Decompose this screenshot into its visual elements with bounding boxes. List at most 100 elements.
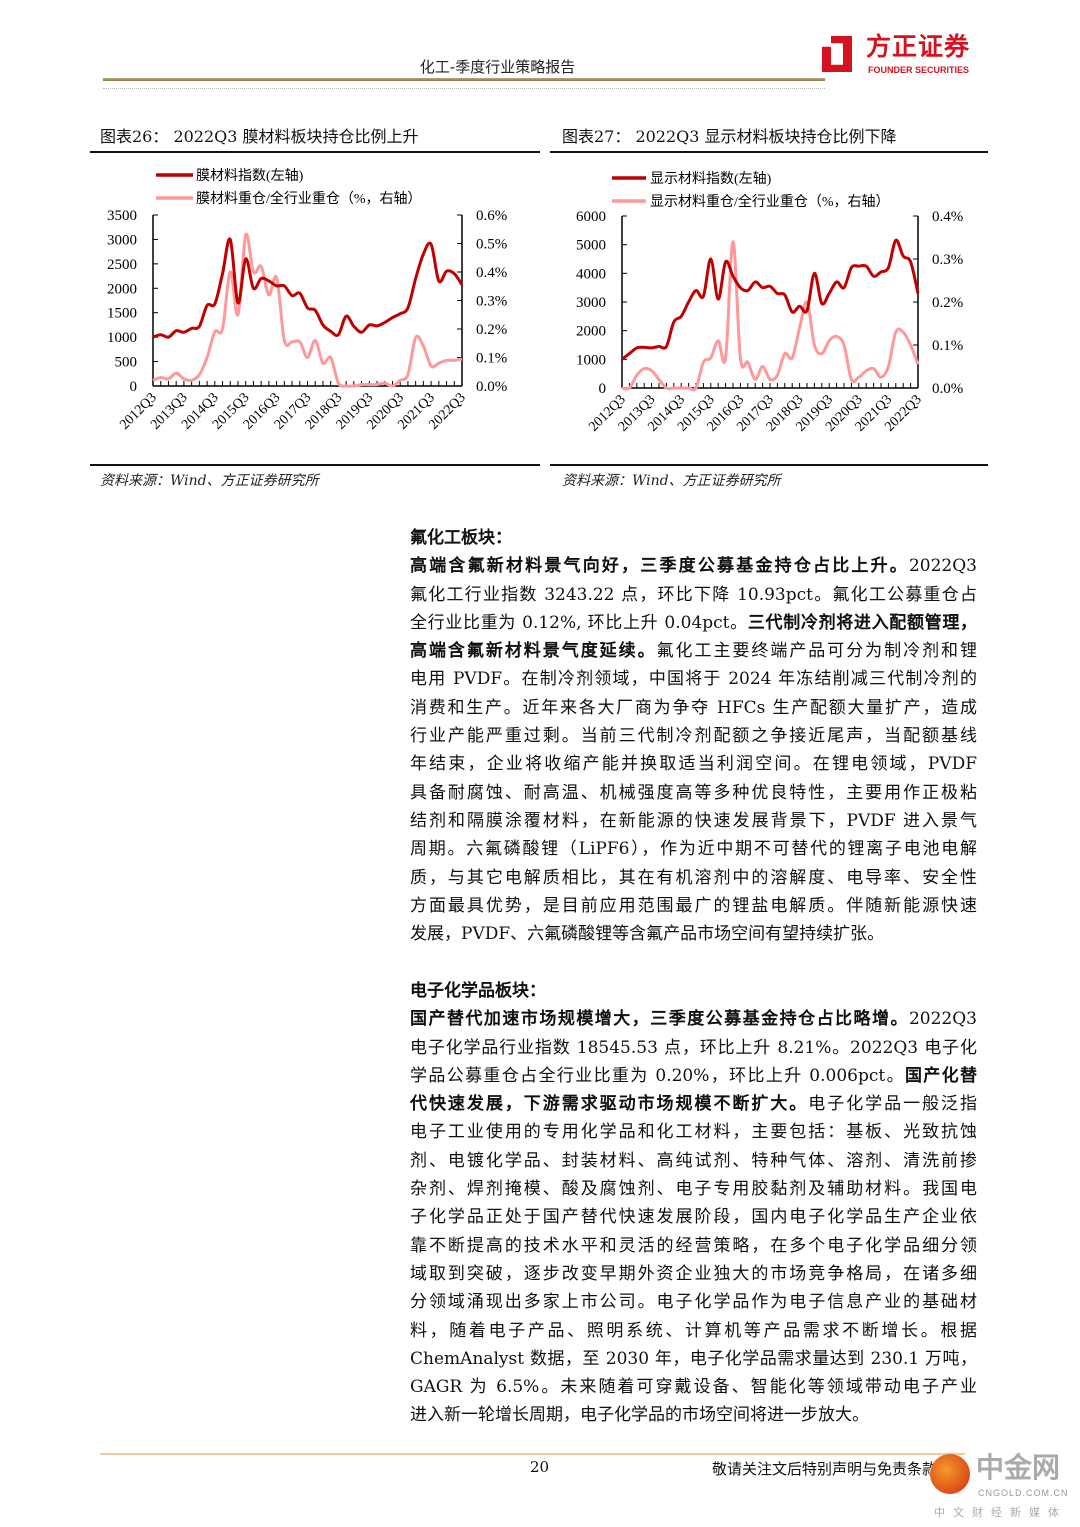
text: 发展，PVDF、六氟磷酸锂等含氟产品市场空间有望持续扩张。 xyxy=(410,924,885,945)
right-tick-label: 0.3% xyxy=(476,294,507,310)
header-dotted-divider xyxy=(103,88,825,89)
text: 年结束，企业将收缩产能并换取适当利润空间。在锂电领域，PVDF xyxy=(410,754,977,775)
text: 分领域涌现出多家上市公司。电子化学品作为电子信息产业的基础材 xyxy=(410,1292,977,1313)
paragraph-line: 进入新一轮增长周期，电子化学品的市场空间将进一步放大。 xyxy=(410,1401,977,1429)
text: 子化学品正处于国产替代快速发展阶段，国内电子化学品生产企业依 xyxy=(410,1207,977,1228)
founder-securities-logo: 方正证券 FOUNDER SECURITIES xyxy=(822,32,982,78)
section-electronic-chemicals: 电子化学品板块： 国产替代加速市场规模增大，三季度公募基金持仓占比略增。2022… xyxy=(410,977,977,1430)
index-series-line xyxy=(621,238,920,361)
chart-display-materials: 0 1000 2000 3000 4000 5000 6000 0.0% 0.1% 0.2% 0.3… xyxy=(576,171,963,435)
header-divider xyxy=(103,78,825,81)
legend-label: 膜材料重仓/全行业重仓（%，右轴） xyxy=(196,190,422,207)
paragraph-line: 高端含氟新材料景气度延续。氟化工主要终端产品可分为制冷剂和锂 xyxy=(410,637,977,665)
left-tick-label: 3000 xyxy=(576,295,606,311)
text: 行业产能严重过剩。当前三代制冷剂配额之争接近尾声，当配额基线 xyxy=(410,726,977,747)
text: 方面最具优势，是目前应用范围最广的锂盐电解质。伴随新能源快速 xyxy=(410,895,977,916)
text: 氟化工行业指数 3243.22 点，环比下降 10.93pct。氟化工公募重仓占 xyxy=(410,584,977,605)
figure-27-source: 资料来源：Wind、方正证券研究所 xyxy=(562,473,781,489)
paragraph-line: 子化学品正处于国产替代快速发展阶段，国内电子化学品生产企业依 xyxy=(410,1203,977,1231)
left-tick-label: 0 xyxy=(599,381,607,397)
paragraph-line: 靠不断提高的技术水平和灵活的经营策略，在多个电子化学品细分领 xyxy=(410,1232,977,1260)
paragraph-line: 料，随着电子产品、照明系统、计算机等产品需求不断增长。根据 xyxy=(410,1317,977,1345)
text: 电子化学品一般泛指 xyxy=(808,1094,978,1115)
text: GAGR 为 6.5%。未来随着可穿戴设备、智能化等领域带动电子产业 xyxy=(410,1377,977,1398)
text: 剂、电镀化学品、封装材料、高纯试剂、特种气体、溶剂、清洗前掺 xyxy=(410,1150,977,1171)
figure-27-bottom-rule xyxy=(550,464,988,466)
left-tick-label: 2500 xyxy=(107,257,137,273)
logo-text-cn: 方正证券 xyxy=(866,32,971,61)
paragraph-line: GAGR 为 6.5%。未来随着可穿戴设备、智能化等领域带动电子产业 xyxy=(410,1373,977,1401)
paragraph-line: 结剂和隔膜涂覆材料，在新能源的快速发展背景下，PVDF 进入景气 xyxy=(410,807,977,835)
cngold-watermark: 中金网 CNGOLD.COM.CN 中文财经新媒体 xyxy=(930,1452,1080,1527)
watermark-sub: 中文财经新媒体 xyxy=(934,1506,1067,1519)
section-heading: 电子化学品板块： xyxy=(410,981,546,1001)
text: 学品公募重仓占全行业比重为 0.20%，环比上升 0.006pct。 xyxy=(410,1065,905,1086)
text: 周期。六氟磷酸锂（LiPF6），作为近中期不可替代的锂离子电池电解 xyxy=(410,839,977,860)
text: 料，随着电子产品、照明系统、计算机等产品需求不断增长。根据 xyxy=(410,1320,977,1341)
paragraph-line: 国产替代加速市场规模增大，三季度公募基金持仓占比略增。2022Q3 xyxy=(410,1005,977,1033)
right-tick-label: 0.6% xyxy=(476,208,507,224)
text: 杂剂、焊剂掩模、酸及腐蚀剂、电子专用胶黏剂及辅助材料。我国电 xyxy=(410,1179,977,1200)
watermark-logo-icon xyxy=(930,1454,970,1494)
paragraph-line: 高端含氟新材料景气向好，三季度公募基金持仓占比上升。2022Q3 xyxy=(410,552,977,580)
bold-text: 国产化替 xyxy=(904,1065,978,1086)
text: 2022Q3 xyxy=(908,556,977,577)
right-tick-label: 0.1% xyxy=(932,338,963,354)
left-tick-label: 1500 xyxy=(107,306,137,322)
legend-label: 膜材料指数(左轴) xyxy=(196,168,304,184)
left-tick-label: 0 xyxy=(130,379,138,395)
right-tick-label: 0.2% xyxy=(932,295,963,311)
left-tick-label: 3000 xyxy=(107,232,137,248)
paragraph-line: 电用 PVDF。在制冷剂领域，中国将于 2024 年冻结削减三代制冷剂的 xyxy=(410,665,977,693)
text: 靠不断提高的技术水平和灵活的经营策略，在多个电子化学品细分领 xyxy=(410,1235,977,1256)
left-tick-label: 3500 xyxy=(107,208,137,224)
right-tick-label: 0.0% xyxy=(932,381,963,397)
section-heading: 氟化工板块： xyxy=(410,528,512,548)
logo-text-en: FOUNDER SECURITIES xyxy=(868,65,970,75)
text: 电子化学品行业指数 18545.53 点，环比上升 8.21%。2022Q3 电… xyxy=(410,1037,977,1058)
text: ChemAnalyst 数据，至 2030 年，电子化学品需求量达到 230.1… xyxy=(410,1348,977,1369)
paragraph-line: 杂剂、焊剂掩模、酸及腐蚀剂、电子专用胶黏剂及辅助材料。我国电 xyxy=(410,1175,977,1203)
paragraph-line: 域取到突破，逐步改变早期外资企业独大的市场竞争格局，在诸多细 xyxy=(410,1260,977,1288)
paragraph-line: 全行业比重为 0.12%, 环比上升 0.04pct。三代制冷剂将进入配额管理， xyxy=(410,609,977,637)
right-tick-label: 0.2% xyxy=(476,322,507,338)
left-tick-label: 6000 xyxy=(576,209,606,225)
bold-text: 国产替代加速市场规模增大，三季度公募基金持仓占比略增。 xyxy=(410,1009,909,1030)
legend-label: 显示材料重仓/全行业重仓（%，右轴） xyxy=(650,193,890,210)
paragraph-line: 分领域涌现出多家上市公司。电子化学品作为电子信息产业的基础材 xyxy=(410,1288,977,1316)
left-tick-label: 2000 xyxy=(107,281,137,297)
paragraph-line: 行业产能严重过剩。当前三代制冷剂配额之争接近尾声，当配额基线 xyxy=(410,722,977,750)
paragraph-line: 方面最具优势，是目前应用范围最广的锂盐电解质。伴随新能源快速 xyxy=(410,892,977,920)
text: 2022Q3 xyxy=(908,1009,977,1030)
watermark-en: CNGOLD.COM.CN xyxy=(978,1488,1069,1498)
figure-27-top-rule xyxy=(550,151,988,153)
paragraph-line: 周期。六氟磷酸锂（LiPF6），作为近中期不可替代的锂离子电池电解 xyxy=(410,835,977,863)
bold-text: 代快速发展，下游需求驱动市场规模不断扩大。 xyxy=(410,1094,809,1115)
paragraph-line: 电子工业使用的专用化学品和化工材料，主要包括：基板、光致抗蚀 xyxy=(410,1118,977,1146)
figure-26-source: 资料来源：Wind、方正证券研究所 xyxy=(100,473,319,489)
section-fluorochemical: 氟化工板块： 高端含氟新材料景气向好，三季度公募基金持仓占比上升。2022Q3 氟… xyxy=(410,524,977,948)
figure-26-title: 图表26： 2022Q3 膜材料板块持仓比例上升 xyxy=(100,127,419,146)
paragraph-line: 氟化工行业指数 3243.22 点，环比下降 10.93pct。氟化工公募重仓占 xyxy=(410,581,977,609)
weight-series-line xyxy=(152,232,463,388)
footer-divider xyxy=(100,1453,965,1455)
text: 电用 PVDF。在制冷剂领域，中国将于 2024 年冻结削减三代制冷剂的 xyxy=(410,669,977,690)
legend-label: 显示材料指数(左轴) xyxy=(650,171,772,187)
right-tick-label: 0.1% xyxy=(476,351,507,367)
paragraph-line: 剂、电镀化学品、封装材料、高纯试剂、特种气体、溶剂、清洗前掺 xyxy=(410,1147,977,1175)
figure-27-title: 图表27： 2022Q3 显示材料板块持仓比例下降 xyxy=(562,127,897,146)
logo-mark-icon xyxy=(822,36,852,72)
right-tick-label: 0.5% xyxy=(476,237,507,253)
text: 域取到突破，逐步改变早期外资企业独大的市场竞争格局，在诸多细 xyxy=(410,1263,977,1284)
right-tick-label: 0.0% xyxy=(476,379,507,395)
left-tick-label: 5000 xyxy=(576,238,606,254)
figure-26-top-rule xyxy=(90,151,540,153)
paragraph-line: 电子化学品行业指数 18545.53 点，环比上升 8.21%。2022Q3 电… xyxy=(410,1034,977,1062)
weight-series-line xyxy=(621,240,920,392)
bold-text: 高端含氟新材料景气度延续。 xyxy=(410,641,657,662)
left-tick-label: 1000 xyxy=(107,330,137,346)
left-tick-label: 4000 xyxy=(576,266,606,282)
right-tick-label: 0.4% xyxy=(476,265,507,281)
chart-membrane-materials: 0 500 1000 1500 2000 2500 3000 3500 0.0% 0.1% 0.2%… xyxy=(107,168,507,433)
text: 进入新一轮增长周期，电子化学品的市场空间将进一步放大。 xyxy=(410,1405,869,1426)
